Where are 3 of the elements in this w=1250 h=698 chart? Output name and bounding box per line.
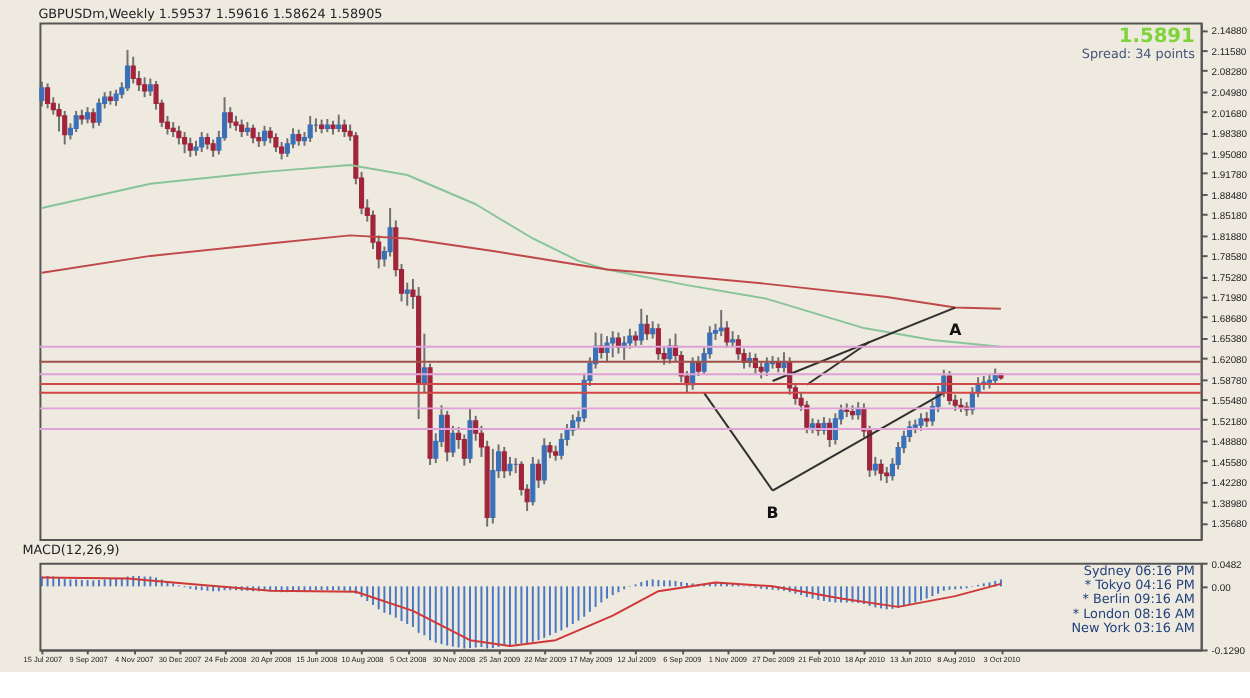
annotation: B bbox=[766, 504, 779, 523]
annotation: 1.5891 bbox=[1118, 26, 1196, 49]
annotation: A bbox=[949, 321, 964, 340]
